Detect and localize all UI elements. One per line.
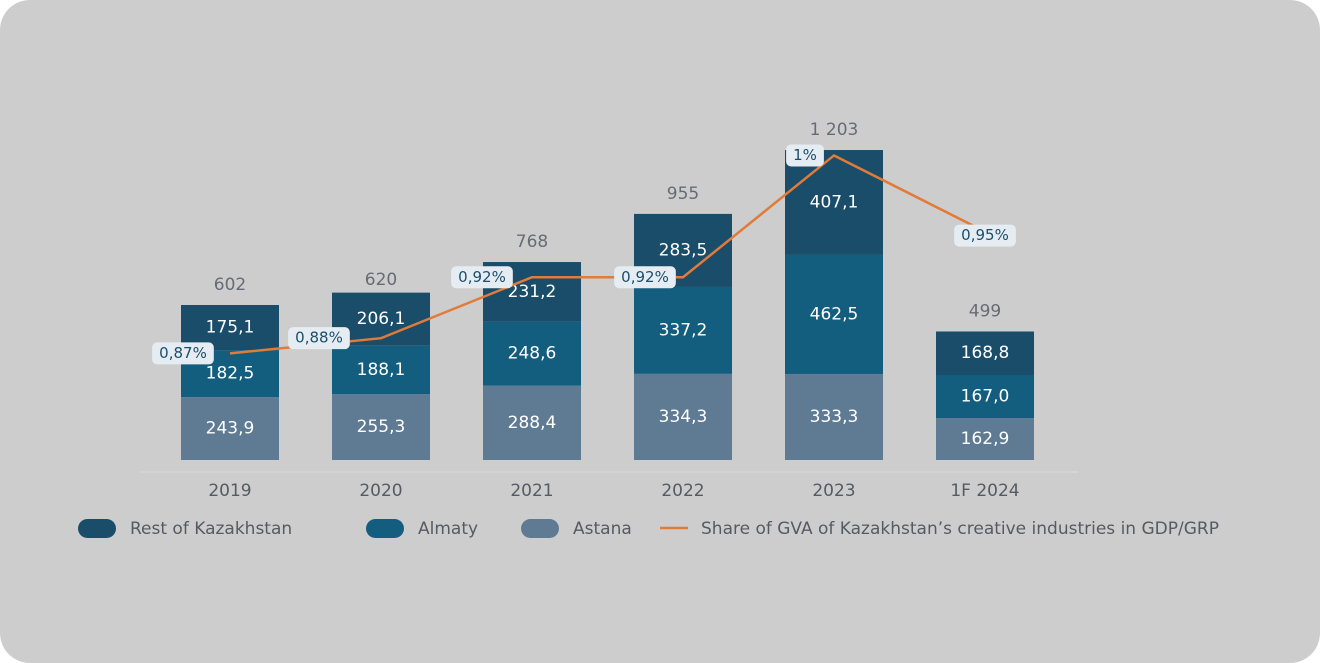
segment-label: 188,1 <box>357 360 406 380</box>
legend-swatch <box>366 519 404 538</box>
total-label: 1 203 <box>810 120 859 140</box>
share-line <box>229 153 986 355</box>
segment-label: 206,1 <box>357 309 406 329</box>
share-label: 0,87% <box>159 344 207 362</box>
segment-label: 255,3 <box>357 417 406 437</box>
segment-label: 162,9 <box>961 429 1010 449</box>
share-label-box <box>954 224 1016 247</box>
legend-label: Almaty <box>418 519 478 539</box>
bar-segment <box>936 418 1034 460</box>
share-label: 0,88% <box>295 329 343 347</box>
segment-label: 333,3 <box>810 407 859 427</box>
total-label: 602 <box>214 275 246 295</box>
bar-segment <box>785 374 883 460</box>
segment-label: 231,2 <box>508 282 557 302</box>
share-label: 0,95% <box>961 226 1009 244</box>
bar-segment <box>936 331 1034 375</box>
total-label: 955 <box>667 184 699 204</box>
share-label: 0,92% <box>621 268 669 286</box>
share-label-box <box>152 342 214 365</box>
segment-label: 168,8 <box>961 343 1010 363</box>
x-tick-label: 2023 <box>812 481 855 501</box>
segment-label: 334,3 <box>659 407 708 427</box>
share-label: 1% <box>793 146 817 164</box>
bar-segment <box>785 150 883 255</box>
share-label: 0,92% <box>458 268 506 286</box>
bar-segment <box>634 373 732 460</box>
total-label: 499 <box>969 301 1001 321</box>
share-label-box <box>451 266 513 289</box>
bar-segment <box>483 321 581 386</box>
share-label-box <box>288 327 350 350</box>
segment-label: 175,1 <box>206 318 255 338</box>
share-label-box <box>786 144 824 167</box>
x-tick-label: 2022 <box>661 481 704 501</box>
segment-label: 288,4 <box>508 413 557 433</box>
segment-label: 283,5 <box>659 240 708 260</box>
segment-label: 167,0 <box>961 387 1010 407</box>
total-label: 620 <box>365 270 397 290</box>
segment-label: 462,5 <box>810 305 859 325</box>
segment-label: 243,9 <box>206 419 255 439</box>
legend-swatch <box>521 519 559 538</box>
bar-segment <box>332 345 430 395</box>
segment-label: 248,6 <box>508 344 557 364</box>
x-tick-label: 2019 <box>208 481 251 501</box>
legend-label: Share of GVA of Kazakhstan’s creative in… <box>701 519 1219 539</box>
total-label: 768 <box>516 232 548 252</box>
bar-segment <box>332 394 430 460</box>
legend-swatch <box>78 519 116 538</box>
legend-label: Astana <box>573 519 632 539</box>
x-tick-label: 2021 <box>510 481 553 501</box>
share-label-box <box>614 266 676 289</box>
segment-label: 407,1 <box>810 192 859 212</box>
x-tick-label: 2020 <box>359 481 402 501</box>
segment-label: 337,2 <box>659 320 708 340</box>
bar-segment <box>785 254 883 375</box>
bar-segment <box>936 374 1034 419</box>
x-tick-label: 1F 2024 <box>950 481 1019 501</box>
segment-label: 182,5 <box>206 364 255 384</box>
bar-segment <box>483 385 581 460</box>
bar-segment <box>634 286 732 374</box>
legend-label: Rest of Kazakhstan <box>130 519 292 539</box>
bar-segment <box>181 397 279 460</box>
